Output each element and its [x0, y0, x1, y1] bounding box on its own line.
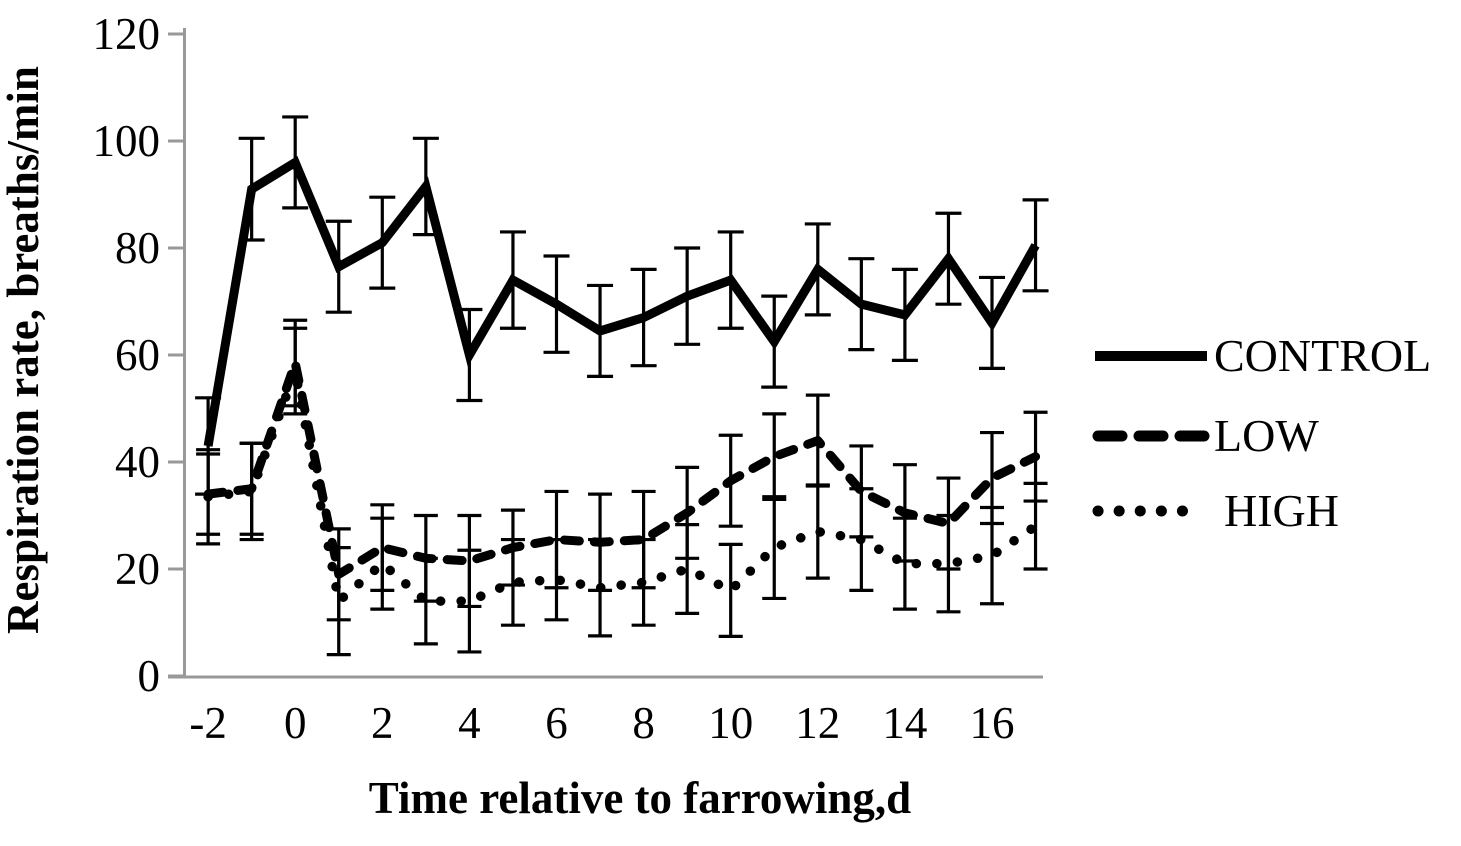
legend: CONTROL LOW HIGH	[1092, 330, 1431, 536]
legend-item-high: HIGH	[1092, 485, 1339, 536]
x-axis-title: Time relative to farrowing,d	[369, 773, 911, 823]
y-tick-label: 60	[115, 330, 160, 380]
y-axis-title: Respiration rate, breaths/min	[0, 66, 48, 634]
x-tick-label: 2	[371, 698, 394, 748]
y-tick-label: 100	[93, 116, 161, 166]
y-tick-label: 20	[115, 544, 160, 594]
x-tick-label: 6	[545, 698, 568, 748]
x-tick-label: 0	[284, 698, 307, 748]
error-bars	[195, 115, 1049, 657]
legend-label-control: CONTROL	[1214, 330, 1431, 381]
axes	[168, 28, 1043, 679]
x-tick-label: 8	[632, 698, 655, 748]
x-tick-label: 10	[708, 698, 753, 748]
x-tick-label: 4	[458, 698, 481, 748]
control-series-line	[203, 155, 1040, 447]
y-tick-label: 0	[138, 651, 161, 701]
y-tick-label: 80	[115, 223, 160, 273]
high-series-line	[203, 366, 1041, 606]
legend-item-control: CONTROL	[1095, 330, 1431, 381]
low-series-line	[203, 358, 1041, 579]
tick-labels: 0 20 40 60 80 100 120 -2 0 2 4 6 8 10 12 14 16	[93, 9, 1015, 748]
x-tick-label: -2	[189, 698, 227, 748]
x-tick-label: 12	[795, 698, 840, 748]
legend-label-high: HIGH	[1224, 485, 1339, 536]
series-lines	[203, 155, 1041, 606]
legend-label-low: LOW	[1214, 410, 1319, 461]
y-tick-label: 40	[115, 437, 160, 487]
legend-item-low: LOW	[1092, 410, 1319, 461]
x-tick-label: 14	[882, 698, 927, 748]
y-tick-label: 120	[93, 9, 161, 59]
x-tick-label: 16	[970, 698, 1015, 748]
